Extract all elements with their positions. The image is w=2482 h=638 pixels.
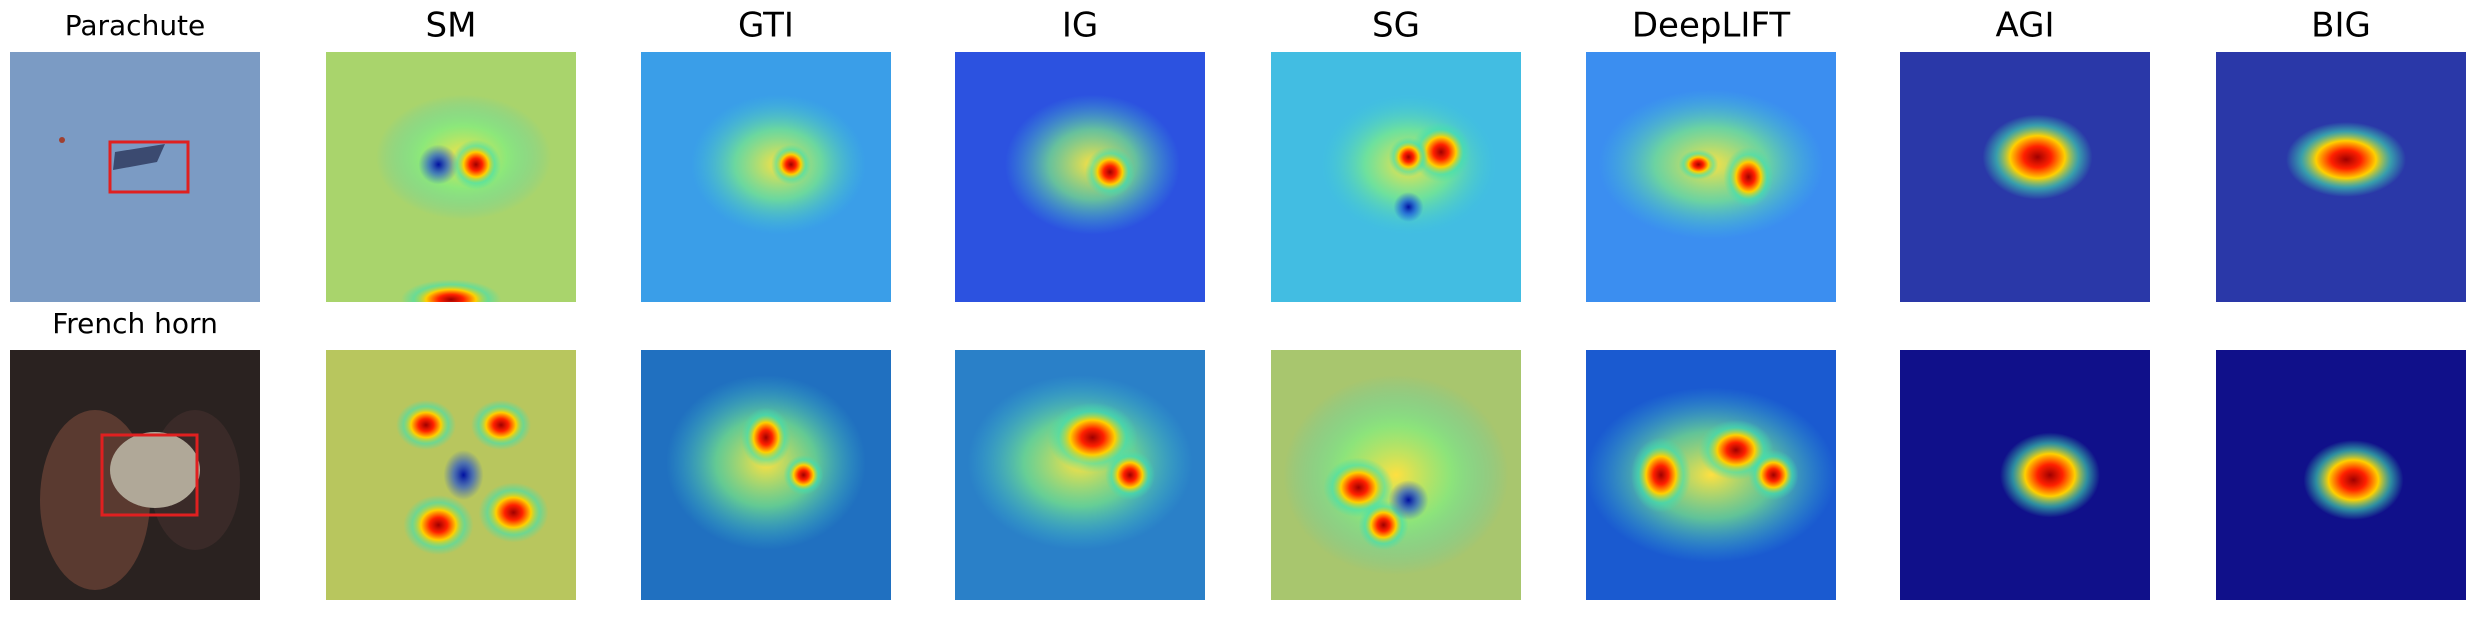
heat-blob	[1982, 114, 2093, 200]
row-title: French horn	[52, 307, 218, 340]
heat-blob	[1283, 375, 1509, 575]
heat-blob	[1388, 137, 1429, 177]
input-image	[10, 52, 260, 302]
column-title: BIG	[2311, 6, 2371, 46]
heat-blob	[1586, 387, 1836, 563]
attribution-map	[1586, 52, 1836, 302]
attribution-map	[955, 350, 1205, 600]
tile-background	[10, 52, 260, 302]
heat-blob	[1411, 122, 1471, 182]
heat-blob	[1085, 147, 1135, 197]
attribution-map	[2216, 350, 2466, 600]
heat-blob	[1393, 192, 1424, 222]
heat-blob	[478, 482, 549, 543]
heat-blob	[401, 279, 501, 302]
input-image	[10, 350, 260, 600]
heat-blob	[1105, 450, 1155, 500]
heat-blob	[1388, 480, 1429, 520]
attribution-map	[1586, 350, 1836, 600]
horn	[110, 432, 200, 508]
column-title: AGI	[1995, 6, 2054, 46]
attribution-map	[326, 52, 576, 302]
heat-blob	[1748, 450, 1799, 500]
attribution-map	[641, 350, 891, 600]
parachute	[113, 144, 165, 170]
row-title: Parachute	[65, 9, 206, 42]
heat-blob	[1631, 437, 1691, 513]
column-title: SG	[1372, 6, 1420, 46]
heat-blob	[2286, 122, 2406, 197]
heat-blob	[741, 407, 791, 468]
attribution-map	[1271, 52, 1521, 302]
heat-blob	[1678, 149, 1719, 180]
heat-blob	[396, 400, 456, 450]
heat-blob	[771, 144, 811, 185]
attribution-map	[1271, 350, 1521, 600]
column-title: SM	[426, 6, 477, 46]
heat-blob	[418, 144, 459, 185]
heat-blob	[443, 450, 484, 500]
attribution-map	[326, 350, 576, 600]
column-title: GTI	[738, 6, 794, 46]
bounding-box	[108, 140, 190, 194]
heat-blob	[451, 139, 501, 190]
heat-blob	[1723, 147, 1774, 207]
heat-blob	[403, 495, 474, 555]
bird	[59, 137, 65, 143]
attribution-map	[955, 52, 1205, 302]
attribution-map	[641, 52, 891, 302]
heat-blob	[2303, 440, 2404, 520]
attribution-map	[2216, 52, 2466, 302]
attribution-map	[1900, 52, 2150, 302]
heat-blob	[783, 455, 824, 495]
column-title: DeepLIFT	[1632, 6, 1791, 46]
bounding-box	[100, 433, 199, 517]
heat-blob	[2000, 432, 2100, 518]
attribution-map	[1900, 350, 2150, 600]
column-title: IG	[1062, 6, 1098, 46]
heat-blob	[471, 400, 531, 450]
